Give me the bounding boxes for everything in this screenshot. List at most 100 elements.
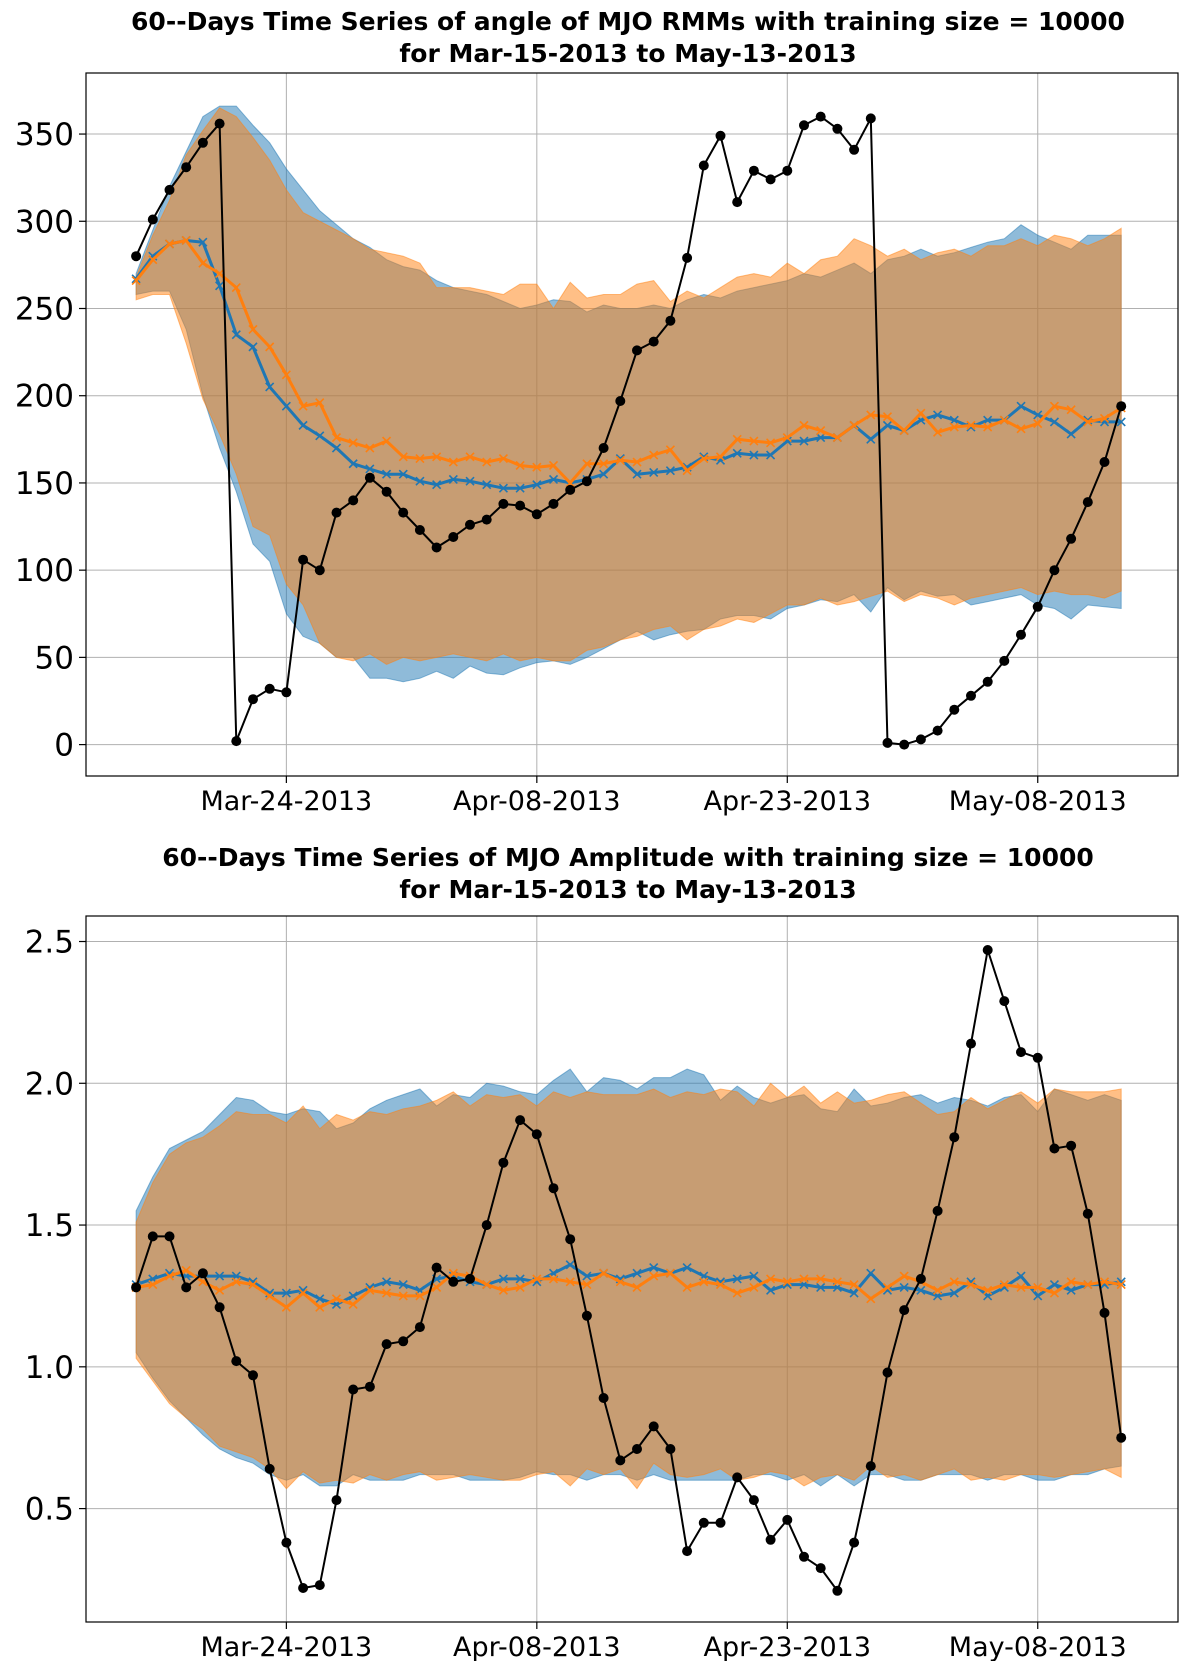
amplitude-observed-point-43 <box>849 1537 860 1548</box>
angle-orange-point-34 <box>699 453 709 464</box>
amplitude-orange-point-29 <box>615 1277 625 1287</box>
amplitude-observed-point-44 <box>865 1461 876 1472</box>
amplitude-observed-point-3 <box>181 1282 192 1293</box>
angle-orange-line <box>134 239 1122 485</box>
angle-orange-point-41 <box>816 426 826 436</box>
angle-observed-point-38 <box>765 174 776 185</box>
amplitude-orange-point-48 <box>932 1285 943 1295</box>
amplitude-observed-point-17 <box>414 1322 425 1333</box>
angle-observed-point-10 <box>298 554 309 565</box>
amplitude-observed-point-37 <box>748 1495 759 1506</box>
amplitude-observed-point-36 <box>732 1472 743 1483</box>
amplitude-observed-point-38 <box>765 1534 776 1545</box>
angle-orange-point-25 <box>548 460 559 471</box>
angle-orange-point-8 <box>265 342 275 352</box>
amplitude-blue-point-49 <box>949 1288 959 1298</box>
amplitude-orange-point-38 <box>766 1274 776 1284</box>
amplitude-observed-point-51 <box>982 945 993 955</box>
angle-orange-point-23 <box>515 460 525 471</box>
angle-blue-point-51 <box>983 415 993 425</box>
amplitude-observed-point-10 <box>298 1583 309 1593</box>
angle-blue-point-18 <box>432 480 442 490</box>
amplitude-blue-point-13 <box>348 1291 358 1301</box>
angle-observed-point-18 <box>431 542 442 553</box>
angle-orange-point-37 <box>749 436 759 446</box>
angle-blue-point-12 <box>331 443 342 453</box>
angle-orange-point-21 <box>482 457 492 467</box>
amplitude-observed-point-30 <box>632 1444 642 1454</box>
amplitude-ytick-label-2: 1.5 <box>25 1208 74 1244</box>
angle-observed-point-13 <box>348 495 359 506</box>
angle-blue-point-14 <box>365 464 375 474</box>
angle-orange-point-26 <box>565 478 575 488</box>
amplitude-orange-point-35 <box>715 1280 726 1290</box>
angle-orange-point-18 <box>432 452 442 462</box>
amplitude-observed-point-20 <box>465 1273 475 1284</box>
amplitude-observed-point-19 <box>448 1276 459 1287</box>
angle-observed-point-48 <box>932 725 943 736</box>
amplitude-orange-point-23 <box>515 1282 525 1292</box>
amplitude-orange-point-57 <box>1083 1280 1093 1290</box>
angle-observed-point-9 <box>281 687 292 698</box>
amplitude-blue-point-9 <box>281 1288 291 1298</box>
amplitude-orange-point-21 <box>482 1280 492 1290</box>
angle-orange-point-49 <box>949 422 959 432</box>
amplitude-observed-point-16 <box>398 1336 409 1347</box>
angle-ytick-label-6: 300 <box>15 204 74 240</box>
angle-blue-point-48 <box>932 410 943 420</box>
angle-blue-point-25 <box>548 474 559 485</box>
amplitude-orange-point-36 <box>732 1288 742 1298</box>
angle-orange-point-36 <box>732 434 742 444</box>
angle-blue-point-20 <box>465 476 475 486</box>
angle-observed-point-43 <box>849 144 860 155</box>
angle-blue-point-31 <box>649 467 659 478</box>
amplitude-xtick-label-3: May-08-2013 <box>949 1632 1127 1661</box>
angle-blue-point-23 <box>515 483 525 493</box>
amplitude-blue-point-47 <box>916 1285 926 1295</box>
amplitude-observed-point-39 <box>782 1514 793 1525</box>
amplitude-blue-point-46 <box>899 1282 909 1292</box>
amplitude-observed-point-1 <box>147 1231 158 1242</box>
angle-observed-point-12 <box>331 507 342 518</box>
angle-orange-point-17 <box>415 453 425 464</box>
amplitude-orange-point-13 <box>348 1299 358 1310</box>
angle-observed-point-39 <box>782 165 793 176</box>
amplitude-orange-point-37 <box>749 1282 759 1292</box>
amplitude-orange-point-10 <box>298 1288 308 1298</box>
amplitude-blue-point-23 <box>515 1274 525 1284</box>
angle-orange-point-28 <box>599 459 609 469</box>
angle-observed-point-49 <box>949 704 960 715</box>
amplitude-observed-point-15 <box>381 1339 392 1350</box>
angle-blue-point-11 <box>315 431 325 441</box>
angle-observed-point-20 <box>465 519 475 530</box>
angle-observed-point-57 <box>1082 497 1093 508</box>
angle-blue-point-59 <box>1116 417 1126 427</box>
angle-blue-point-17 <box>415 476 425 486</box>
amplitude-plot-frame <box>85 915 1179 1623</box>
angle-observed-point-14 <box>364 472 375 483</box>
amplitude-ytick-label-3: 2.0 <box>25 1066 74 1102</box>
angle-observed-point-37 <box>748 165 759 176</box>
amplitude-blue-point-36 <box>732 1274 742 1284</box>
angle-orange-point-4 <box>198 258 208 268</box>
angle-observed-point-0 <box>131 251 142 262</box>
amplitude-blue-point-15 <box>381 1277 392 1287</box>
angle-orange-point-50 <box>966 420 976 430</box>
amplitude-orange-point-24 <box>532 1274 542 1284</box>
amplitude-orange-point-8 <box>265 1291 275 1301</box>
amplitude-chart-subtitle: for Mar-15-2013 to May-13-2013 <box>399 875 856 904</box>
angle-orange-point-48 <box>932 427 943 437</box>
angle-orange-point-2 <box>164 239 175 249</box>
angle-blue-point-9 <box>281 401 291 411</box>
angle-observed-point-6 <box>231 736 242 747</box>
amplitude-observed-point-8 <box>264 1463 275 1474</box>
angle-blue-point-55 <box>1049 417 1060 427</box>
angle-observed-point-45 <box>882 737 893 748</box>
angle-observed-point-56 <box>1066 533 1077 544</box>
angle-ytick-label-0: 0 <box>54 728 74 764</box>
amplitude-observed-point-45 <box>882 1367 893 1378</box>
amplitude-orange-point-52 <box>999 1280 1009 1290</box>
amplitude-orange-point-9 <box>281 1302 291 1312</box>
amplitude-observed-point-35 <box>715 1517 726 1528</box>
angle-ytick-label-1: 50 <box>35 640 74 676</box>
